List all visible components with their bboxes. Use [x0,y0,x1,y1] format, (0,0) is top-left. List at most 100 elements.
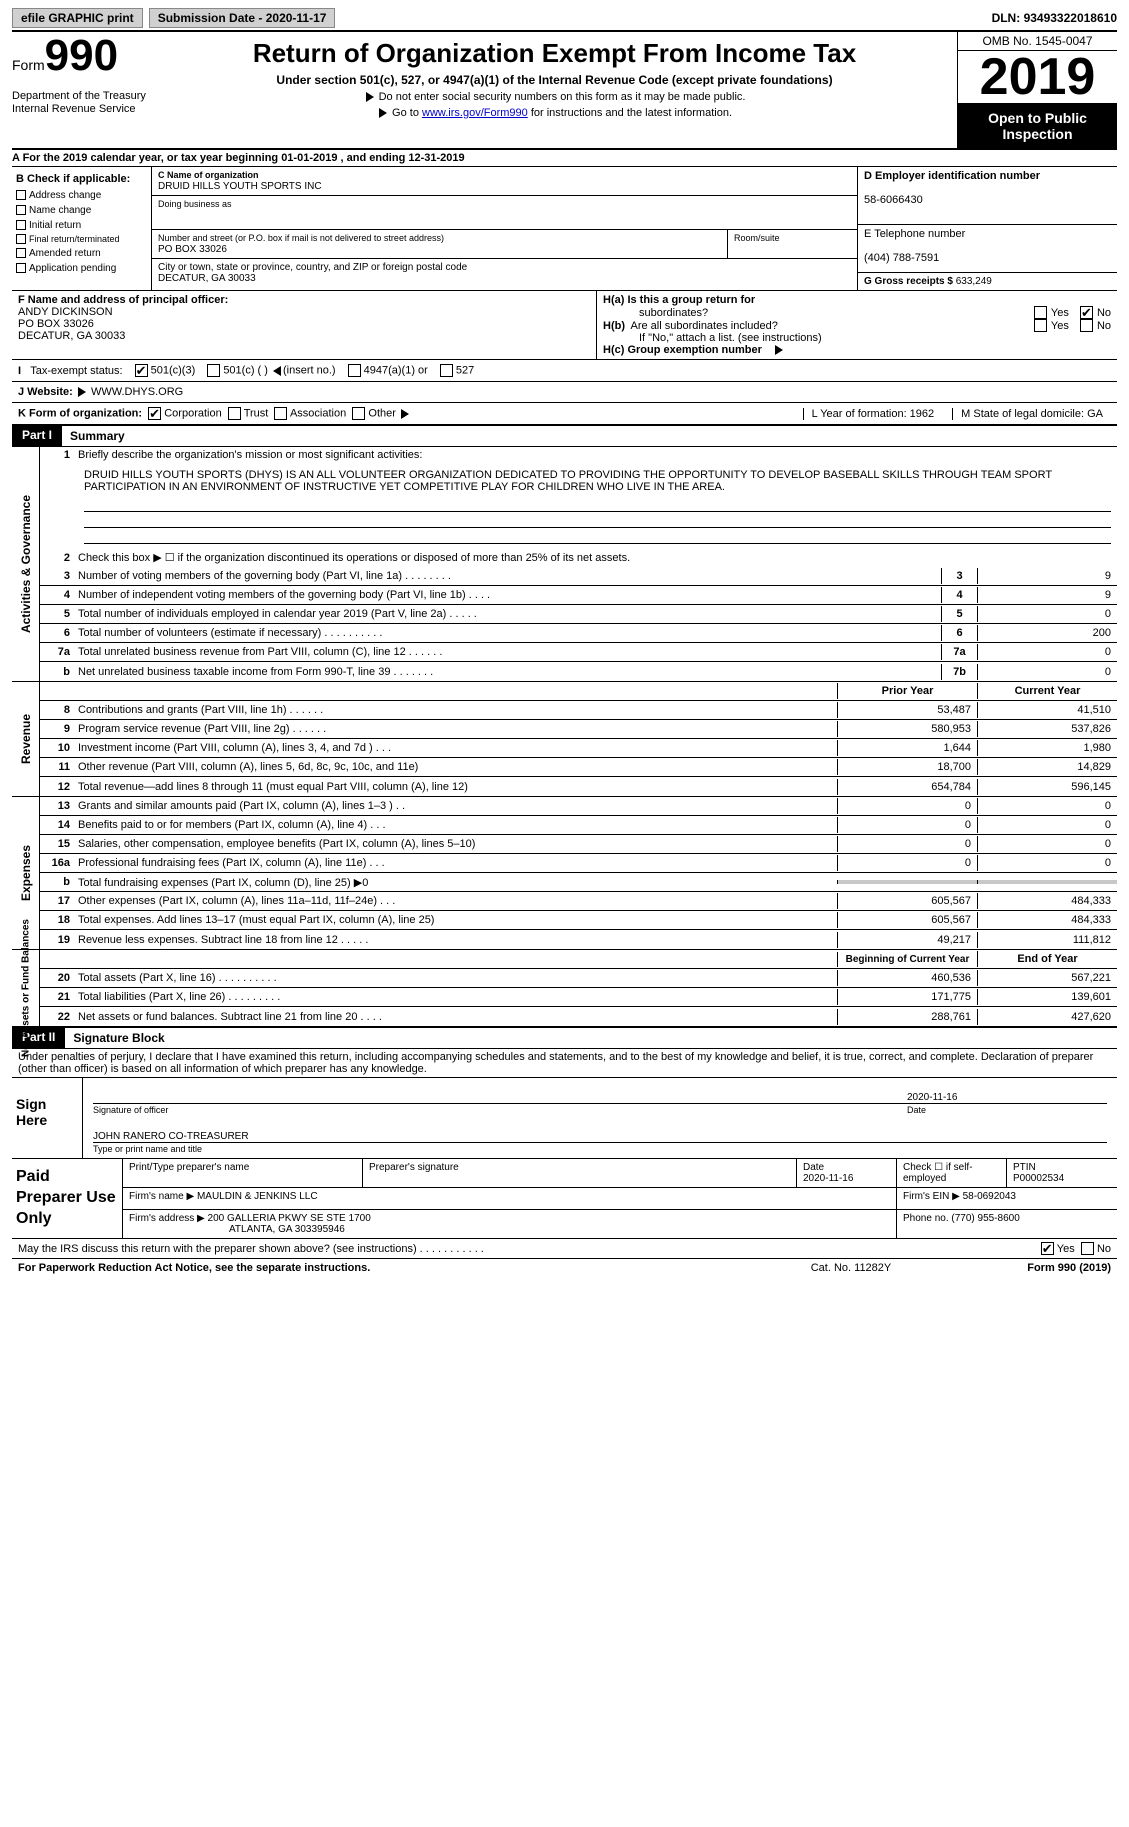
submission-date-button[interactable]: Submission Date - 2020-11-17 [149,8,336,28]
part1-header: Part I Summary [12,425,1117,447]
gov-line-5: 5Total number of individuals employed in… [40,605,1117,624]
submission-label: Submission Date - [158,11,266,25]
line2-text: Check this box ▶ ☐ if the organization d… [74,549,1117,566]
hc-row: H(c) Group exemption number [603,344,1111,356]
form-header: Form990 Department of the Treasury Inter… [12,32,1117,150]
cb-4947[interactable] [348,364,361,377]
dept-treasury: Department of the Treasury [12,90,148,103]
mission-uline3 [84,528,1111,544]
rev-line-10: 10Investment income (Part VIII, column (… [40,739,1117,758]
prep-row-3: Firm's address ▶ 200 GALLERIA PKWY SE ST… [123,1210,1117,1238]
mission-label: Briefly describe the organization's miss… [74,447,1117,463]
cb-association[interactable] [274,407,287,420]
phone-value: (404) 788-7591 [864,252,939,264]
form-word: Form [12,57,45,73]
cb-corporation[interactable] [148,407,161,420]
sign-here-block: Sign Here 2020-11-16 Signature of office… [12,1078,1117,1159]
irs-discuss-text: May the IRS discuss this return with the… [18,1243,1041,1255]
ha-yes-checkbox[interactable] [1034,306,1047,319]
cb-trust[interactable] [228,407,241,420]
form-note-1: Do not enter social security numbers on … [160,91,949,103]
prep-row-1: Print/Type preparer's name Preparer's si… [123,1159,1117,1188]
form-number: 990 [45,31,118,80]
exp-line-b: bTotal fundraising expenses (Part IX, co… [40,873,1117,892]
prep-sig-label: Preparer's signature [363,1159,797,1187]
hb-no-checkbox[interactable] [1080,319,1093,332]
net-line-21: 21Total liabilities (Part X, line 26) . … [40,988,1117,1007]
sig-date-label: Date [907,1105,1107,1115]
phone-cell: E Telephone number (404) 788-7591 [858,225,1117,273]
net-line-20: 20Total assets (Part X, line 16) . . . .… [40,969,1117,988]
sig-type-label: Type or print name and title [93,1144,1107,1154]
cb-501c[interactable] [207,364,220,377]
address-cell: Number and street (or P.O. box if mail i… [152,230,727,259]
city-value: DECATUR, GA 30033 [158,273,256,284]
f-label: F Name and address of principal officer: [18,294,228,306]
col-b-header: B Check if applicable: [16,171,147,188]
cb-initial-return[interactable]: Initial return [16,218,147,233]
cb-name-change[interactable]: Name change [16,203,147,218]
section-net-assets: Net Assets or Fund Balances Beginning of… [12,950,1117,1027]
part1-tag: Part I [12,425,62,447]
dba-cell: Doing business as [152,196,857,230]
year-formation: L Year of formation: 1962 [803,408,943,420]
prep-name-label: Print/Type preparer's name [123,1159,363,1187]
open-inspection: Open to PublicInspection [958,104,1117,148]
cb-final-return[interactable]: Final return/terminated [16,233,147,247]
cb-527[interactable] [440,364,453,377]
ein-value: 58-6066430 [864,194,923,206]
rev-line-9: 9Program service revenue (Part VIII, lin… [40,720,1117,739]
efile-button[interactable]: efile GRAPHIC print [12,8,143,28]
ha-no-checkbox[interactable] [1080,306,1093,319]
mission-text: DRUID HILLS YOUTH SPORTS (DHYS) IS AN AL… [40,466,1117,496]
irs-no-checkbox[interactable] [1081,1242,1094,1255]
officer-addr1: PO BOX 33026 [18,318,94,330]
sign-here-label: Sign Here [12,1078,82,1158]
gov-line-3: 3Number of voting members of the governi… [40,567,1117,586]
hb-yes-checkbox[interactable] [1034,319,1047,332]
cb-amended-return[interactable]: Amended return [16,246,147,261]
net-line-22: 22Net assets or fund balances. Subtract … [40,1007,1117,1026]
cb-application-pending[interactable]: Application pending [16,261,147,276]
footer: For Paperwork Reduction Act Notice, see … [12,1259,1117,1277]
prep-self-employed[interactable]: Check ☐ if self-employed [897,1159,1007,1187]
row-i-tax-exempt: I Tax-exempt status: 501(c)(3) 501(c) ( … [12,360,1117,382]
cb-501c3[interactable] [135,364,148,377]
row-a-tax-year: A For the 2019 calendar year, or tax yea… [12,150,1117,167]
section-activities-governance: Activities & Governance 1Briefly describ… [12,447,1117,682]
sig-line-1[interactable]: 2020-11-16 [93,1082,1107,1104]
row-k-form-org: K Form of organization: Corporation Trus… [12,403,1117,425]
section-expenses: Expenses 13Grants and similar amounts pa… [12,797,1117,950]
dept-irs: Internal Revenue Service [12,103,148,116]
rev-line-8: 8Contributions and grants (Part VIII, li… [40,701,1117,720]
address-value: PO BOX 33026 [158,244,227,255]
perjury-statement: Under penalties of perjury, I declare th… [12,1049,1117,1078]
gov-line-4: 4Number of independent voting members of… [40,586,1117,605]
mission-uline1 [84,496,1111,512]
cb-other[interactable] [352,407,365,420]
rev-line-11: 11Other revenue (Part VIII, column (A), … [40,758,1117,777]
irs-yes-checkbox[interactable] [1041,1242,1054,1255]
org-name-cell: C Name of organization DRUID HILLS YOUTH… [152,167,857,196]
cb-address-change[interactable]: Address change [16,188,147,203]
form-note-2: Go to www.irs.gov/Form990 for instructio… [160,107,949,119]
ha-row2: subordinates? Yes No [603,306,1111,319]
prep-firm-ein: Firm's EIN ▶ 58-0692043 [897,1188,1117,1209]
gov-line-7b: bNet unrelated business taxable income f… [40,662,1117,681]
vlabel-revenue: Revenue [19,714,33,764]
form-footer: Form 990 (2019) [951,1262,1111,1274]
prep-row-2: Firm's name ▶ MAULDIN & JENKINS LLC Firm… [123,1188,1117,1210]
exp-line-13: 13Grants and similar amounts paid (Part … [40,797,1117,816]
net-col-header: Beginning of Current Year End of Year [40,950,1117,969]
officer-addr2: DECATUR, GA 30033 [18,330,125,342]
ha-row: H(a) Is this a group return for [603,294,1111,306]
officer-typed-name: JOHN RANERO CO-TREASURER [93,1131,1107,1142]
exp-line-15: 15Salaries, other compensation, employee… [40,835,1117,854]
sig-line-2[interactable]: JOHN RANERO CO-TREASURER [93,1121,1107,1143]
part2-header: Part II Signature Block [12,1027,1117,1049]
paid-preparer-label: Paid Preparer Use Only [12,1159,122,1238]
gross-receipts-value: 633,249 [956,276,992,287]
officer-h-block: F Name and address of principal officer:… [12,291,1117,360]
prep-ptin: PTINP00002534 [1007,1159,1117,1187]
form990-link[interactable]: www.irs.gov/Form990 [422,107,528,119]
